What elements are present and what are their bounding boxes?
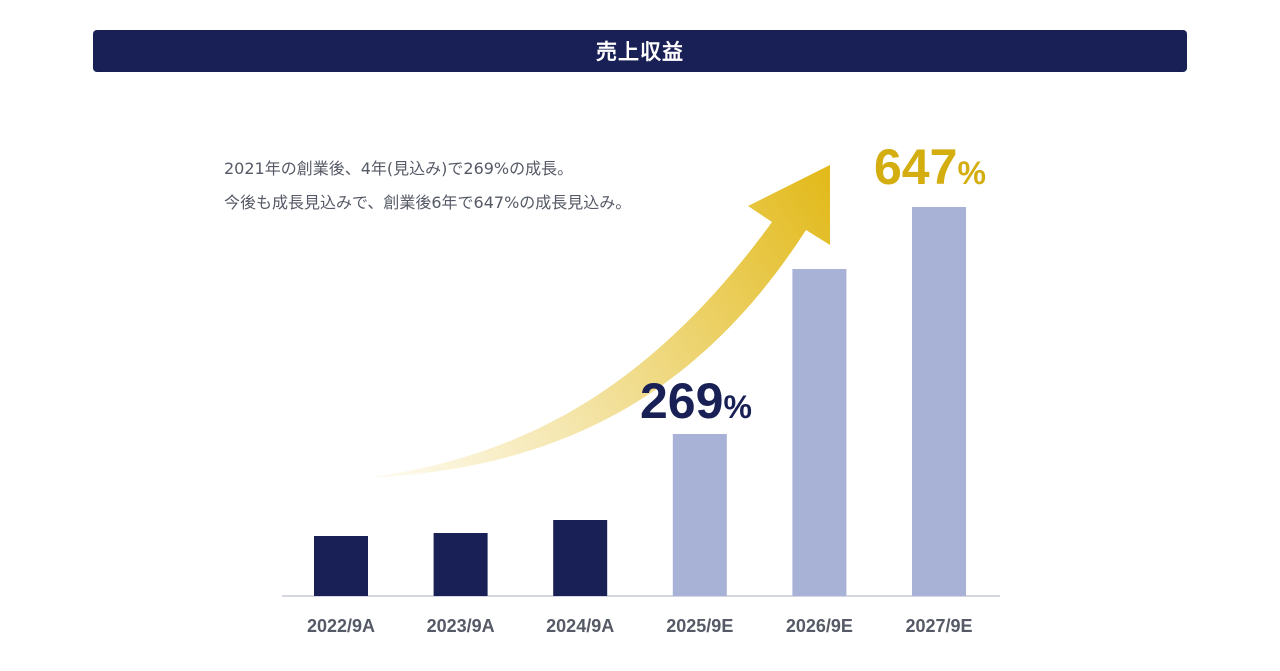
chart-title: 売上収益 <box>596 40 684 64</box>
x-tick-label: 2022/9A <box>307 616 375 636</box>
bar-2026-9E <box>792 269 847 596</box>
growth-unit-269: % <box>723 389 752 425</box>
growth-arrow <box>365 165 830 478</box>
bar-2023-9A <box>433 533 488 596</box>
bar-2024-9A <box>553 520 608 596</box>
bar-2025-9E <box>672 434 727 596</box>
description-line-1: 2021年の創業後、4年(見込み)で269%の成長。 <box>224 159 574 178</box>
x-tick-label: 2025/9E <box>666 616 733 636</box>
x-tick-label: 2027/9E <box>905 616 972 636</box>
x-tick-label: 2024/9A <box>546 616 614 636</box>
chart-title-bar: 売上収益 <box>93 30 1187 72</box>
bar-2022-9A <box>314 536 368 596</box>
chart-description: 2021年の創業後、4年(見込み)で269%の成長。 今後も成長見込みで、創業後… <box>224 152 631 220</box>
bar-2027-9E <box>912 207 966 596</box>
growth-unit-647: % <box>957 155 986 191</box>
growth-label-269: 269% <box>640 372 752 430</box>
x-tick-label: 2023/9A <box>427 616 495 636</box>
x-tick-label: 2026/9E <box>786 616 853 636</box>
growth-value-647: 647 <box>874 139 958 195</box>
growth-label-647: 647% <box>874 138 986 196</box>
growth-value-269: 269 <box>640 373 724 429</box>
description-line-2: 今後も成長見込みで、創業後6年で647%の成長見込み。 <box>224 193 632 212</box>
